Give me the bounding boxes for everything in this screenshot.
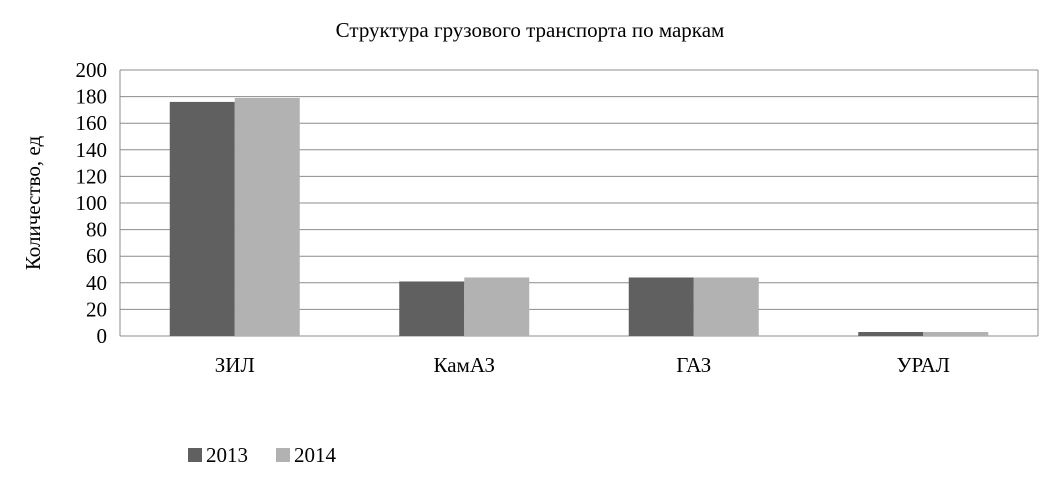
x-category-label: ЗИЛ — [215, 353, 255, 377]
y-tick-label: 200 — [76, 58, 108, 82]
y-tick-label: 20 — [86, 297, 107, 321]
bar-2013-1 — [399, 281, 465, 336]
x-category-label: УРАЛ — [897, 353, 950, 377]
bar-2014-3 — [923, 332, 989, 336]
bars — [169, 97, 989, 337]
bar-2014-2 — [693, 277, 759, 336]
y-tick-label: 80 — [86, 218, 107, 242]
legend-label: 2013 — [206, 443, 248, 467]
x-axis-categories: ЗИЛ КамАЗ ГАЗ УРАЛ — [215, 353, 950, 377]
y-tick-label: 40 — [86, 271, 107, 295]
y-tick-label: 140 — [76, 138, 108, 162]
y-tick-label: 160 — [76, 111, 108, 135]
legend-label: 2014 — [294, 443, 337, 467]
y-tick-label: 0 — [97, 324, 108, 348]
bar-2013-2 — [628, 277, 694, 336]
y-tick-label: 100 — [76, 191, 108, 215]
legend-swatch-2014 — [276, 448, 290, 462]
x-category-label: КамАЗ — [433, 353, 495, 377]
y-tick-label: 60 — [86, 244, 107, 268]
x-category-label: ГАЗ — [676, 353, 711, 377]
legend: 2013 2014 — [188, 443, 337, 467]
y-axis-label: Количество, ед — [21, 136, 45, 271]
y-tick-label: 180 — [76, 85, 108, 109]
bar-2013-0 — [169, 101, 235, 336]
y-tick-label: 120 — [76, 164, 108, 188]
chart-title: Структура грузового транспорта по маркам — [336, 18, 725, 42]
bar-2014-0 — [234, 97, 300, 337]
legend-swatch-2013 — [188, 448, 202, 462]
bar-2014-1 — [464, 277, 530, 336]
bar-2013-3 — [858, 332, 924, 336]
